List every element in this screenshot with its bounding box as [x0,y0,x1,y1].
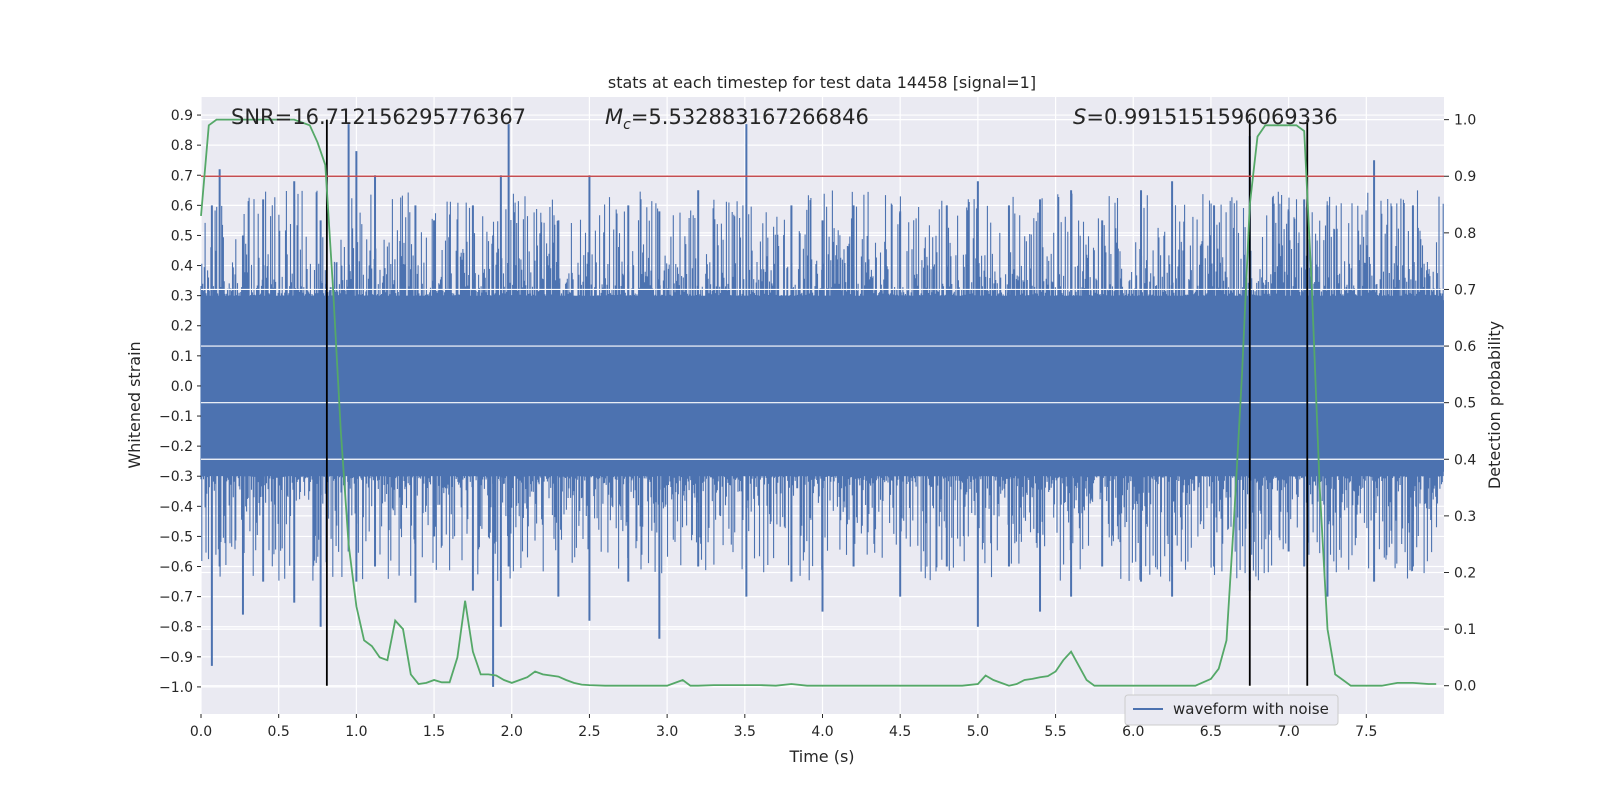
detection-probability-line [200,118,1437,687]
x-tick-label: 1.5 [423,724,445,740]
x-tick-label: 7.0 [1277,724,1299,740]
y-left-axis-label: Whitened strain [125,341,144,468]
x-axis-label: Time (s) [788,747,854,766]
y-left-tick-label: −0.2 [159,439,193,455]
y-left-tick-label: −1.0 [159,680,193,696]
y-left-tick-label: 0.5 [171,228,193,244]
y-right-tick-label: 1.0 [1454,113,1476,129]
y-right-tick-label: 0.8 [1454,226,1476,242]
y-right-tick-label: 0.6 [1454,339,1476,355]
x-tick-label: 0.5 [268,724,290,740]
y-right-tick-label: 0.1 [1454,622,1476,638]
y-left-tick-label: −0.6 [159,560,193,576]
y-left-tick-label: 0.1 [171,349,193,365]
x-tick-label: 4.5 [889,724,911,740]
x-tick-label: 1.0 [345,724,367,740]
y-left-tick-label: −0.8 [159,620,193,636]
y-right-tick-label: 0.4 [1454,452,1476,468]
x-tick-label: 2.0 [501,724,523,740]
detection-probability-series [200,118,1437,687]
y-left-tick-label: −0.7 [159,590,193,606]
x-tick-label: 5.0 [967,724,989,740]
x-tick-label: 5.5 [1044,724,1066,740]
x-tick-label: 3.0 [656,724,678,740]
y-right-axis-label: Detection probability [1485,321,1504,489]
y-right-tick-label: 0.2 [1454,565,1476,581]
x-tick-label: 6.5 [1200,724,1222,740]
y-left-tick-label: −0.5 [159,529,193,545]
y-left-tick-label: −0.1 [159,409,193,425]
x-tick-label: 3.5 [734,724,756,740]
y-right-tick-labels: 1.0 0.9 0.8 0.7 0.6 0.5 0.4 0.3 0.2 0.1 0.0 [1444,113,1476,695]
y-left-tick-label: 0.8 [171,138,193,154]
y-right-tick-label: 0.3 [1454,509,1476,525]
x-tick-label: 0.0 [190,724,212,740]
y-left-tick-labels: 0.9 0.8 0.7 0.6 0.5 0.4 0.3 0.2 0.1 0.0 −0.1 −0.2 −0… [159,108,201,696]
y-left-tick-label: 0.7 [171,168,193,184]
waveform-series [200,124,1444,687]
x-tick-label: 7.5 [1355,724,1377,740]
y-left-tick-label: 0.2 [171,319,193,335]
y-left-tick-label: −0.4 [159,499,193,515]
y-right-tick-label: 0.0 [1454,679,1476,695]
y-left-tick-label: 0.4 [171,259,193,275]
x-tick-label: 4.0 [811,724,833,740]
y-left-tick-label: −0.9 [159,650,193,666]
y-right-tick-label: 0.5 [1454,396,1476,412]
legend-box [1124,694,1339,726]
x-tick-label: 2.5 [578,724,600,740]
y-left-tick-label: 0.9 [171,108,193,124]
y-left-tick-label: 0.0 [171,379,193,395]
legend-label: waveform with noise [1173,700,1329,718]
snr-annotation: SNR=16.712156295776367 [231,105,526,129]
s-annotation: S=0.9915151596069336 [1073,105,1338,129]
y-left-tick-label: 0.6 [171,198,193,214]
y-right-tick-label: 0.7 [1454,282,1476,298]
y-right-tick-label: 0.9 [1454,169,1476,185]
y-left-tick-label: −0.3 [159,469,193,485]
legend: waveform with noise [1124,694,1339,726]
y-left-tick-label: 0.3 [171,289,193,305]
chart-title: stats at each timestep for test data 144… [608,73,1036,92]
mc-annotation: Mc=5.532883167266846 [605,105,869,133]
x-tick-label: 6.0 [1122,724,1144,740]
